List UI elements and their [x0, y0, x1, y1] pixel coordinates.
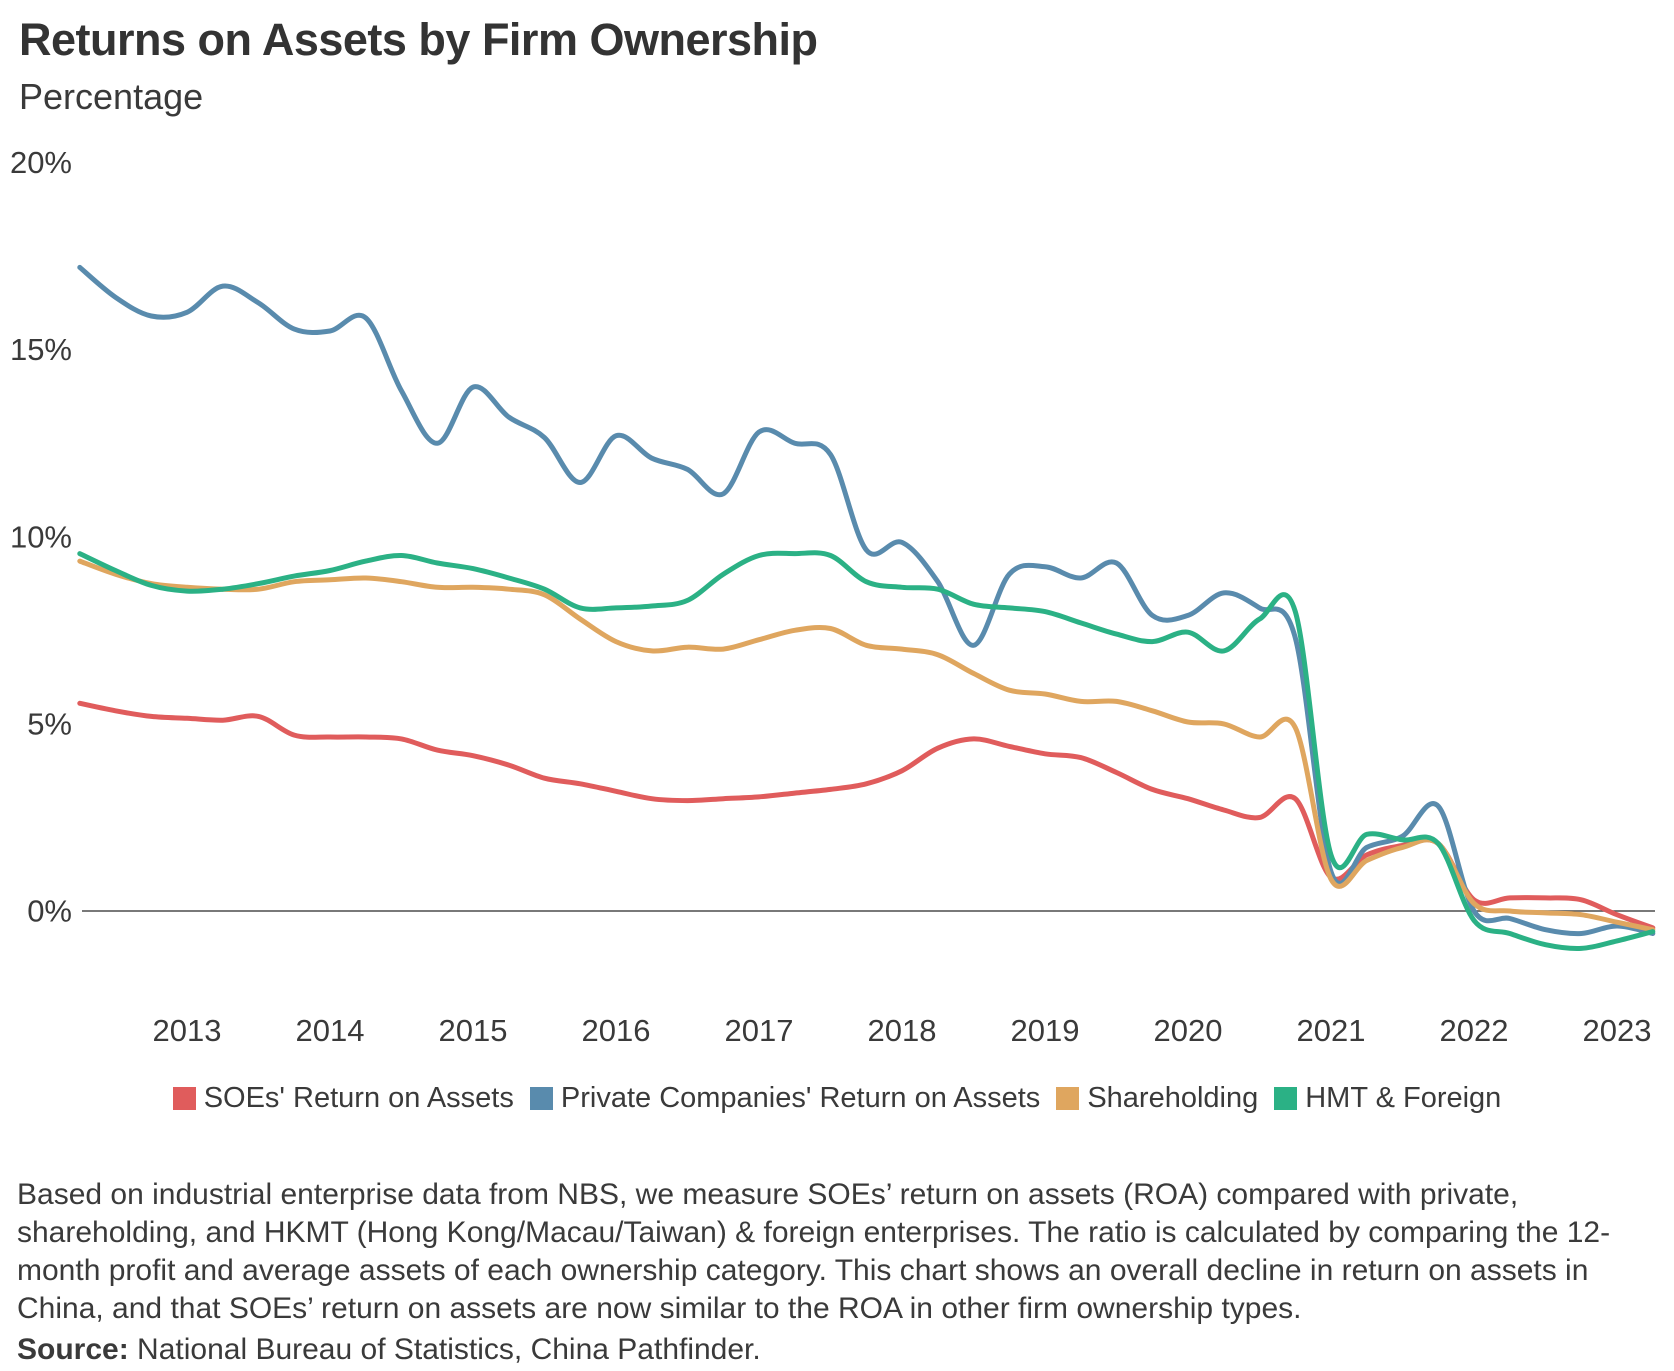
x-axis-tick-label: 2016: [582, 1013, 651, 1048]
series-line-soe: [77, 700, 1656, 931]
legend-label-private: Private Companies' Return on Assets: [560, 1082, 1041, 1114]
x-axis-tick-label: 2021: [1297, 1013, 1366, 1048]
line-chart-area: 20% 15% 10% 5% 0% 2013 2014 2015 2016 2017 2018 201…: [0, 120, 1674, 1050]
y-axis-tick-label: 5%: [27, 706, 72, 741]
x-axis-tick-label: 2019: [1011, 1013, 1080, 1048]
x-axis-tick-label: 2015: [439, 1013, 508, 1048]
series-line-private: [77, 264, 1656, 937]
legend-swatch-hmt: [1274, 1087, 1298, 1110]
source-line: Source: National Bureau of Statistics, C…: [17, 1333, 1659, 1367]
legend-label-shareholding: Shareholding: [1087, 1082, 1259, 1114]
chart-title: Returns on Assets by Firm Ownership: [19, 14, 818, 65]
source-label: Source:: [17, 1333, 129, 1366]
source-text: National Bureau of Statistics, China Pat…: [128, 1333, 761, 1366]
y-axis-tick-label: 15%: [10, 332, 72, 367]
legend-swatch-private: [529, 1087, 553, 1110]
legend-item-hmt: HMT & Foreign: [1274, 1082, 1501, 1115]
x-axis-tick-label: 2020: [1154, 1013, 1223, 1048]
y-axis-tick-label: 10%: [10, 519, 72, 554]
caption-text: Based on industrial enterprise data from…: [17, 1178, 1611, 1325]
y-axis-tick-label: 0%: [27, 894, 72, 929]
legend-swatch-soe: [172, 1087, 196, 1110]
legend-label-soe: SOEs' Return on Assets: [203, 1082, 514, 1114]
series-line-hmt: [77, 550, 1656, 952]
y-axis-tick-label: 20%: [10, 145, 72, 180]
legend-item-private: Private Companies' Return on Assets: [529, 1082, 1041, 1115]
x-axis-tick-label: 2014: [296, 1013, 365, 1048]
legend-swatch-shareholding: [1056, 1087, 1080, 1110]
x-axis-tick-label: 2017: [725, 1013, 794, 1048]
x-axis-tick-label: 2022: [1440, 1013, 1509, 1048]
x-axis-tick-label: 2013: [153, 1013, 222, 1048]
chart-svg: 20% 15% 10% 5% 0% 2013 2014 2015 2016 2017 2018 201…: [10, 145, 1656, 1048]
x-axis-tick-label: 2018: [868, 1013, 937, 1048]
legend-item-soe: SOEs' Return on Assets: [172, 1082, 514, 1115]
legend: SOEs' Return on Assets Private Companies'…: [0, 1082, 1674, 1115]
series-line-shareholding: [77, 558, 1656, 933]
legend-item-shareholding: Shareholding: [1056, 1082, 1258, 1115]
chart-subtitle: Percentage: [19, 76, 204, 117]
legend-label-hmt: HMT & Foreign: [1305, 1082, 1502, 1114]
x-axis-tick-label: 2023: [1583, 1013, 1652, 1048]
